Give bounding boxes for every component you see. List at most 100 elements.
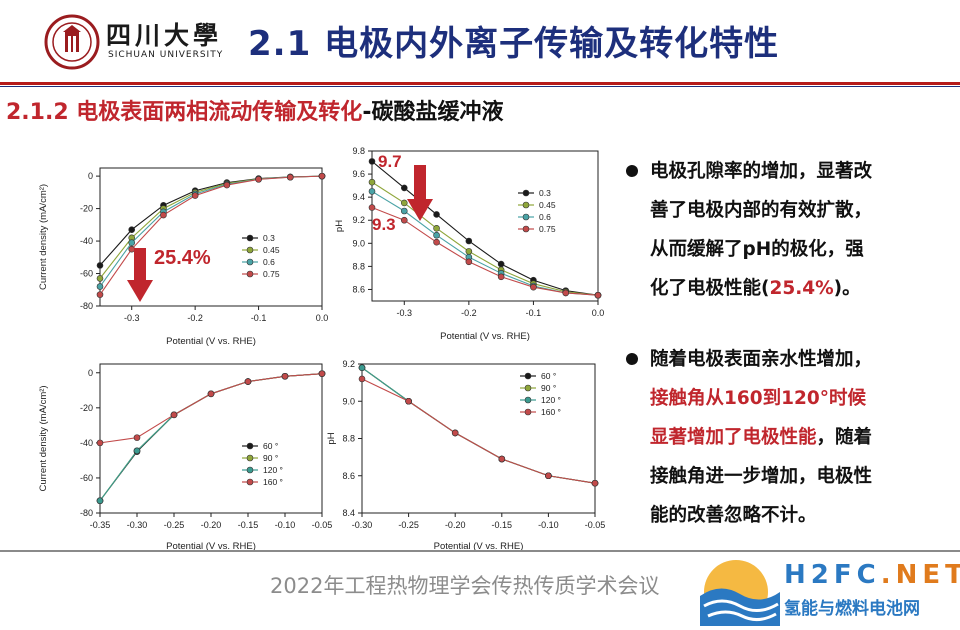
university-name-en: SICHUAN UNIVERSITY [108, 50, 224, 60]
data-point [591, 479, 599, 487]
legend-label: 60 ° [541, 371, 556, 381]
y-tick-label: -20 [80, 403, 93, 413]
legend-marker [522, 201, 530, 209]
arrow-head [407, 199, 433, 221]
data-point [96, 262, 104, 269]
bullet-hydrophilicity: 随着电极表面亲水性增加， 接触角从160到120°时候 显著增加了电极性能，随着… [626, 340, 926, 535]
x-axis-label: Potential (V vs. RHE) [166, 336, 256, 347]
data-point [358, 364, 366, 372]
data-point [530, 283, 537, 291]
data-point [400, 184, 408, 192]
data-point [96, 283, 104, 290]
data-point [405, 397, 412, 405]
data-point [318, 172, 326, 180]
data-point [191, 192, 199, 199]
chart-ph-porosity: -0.3 -0.2 -0.1 0.0 9.8 9.6 9.4 9.2 9.0 8.8 8.6 Pote… [334, 146, 604, 342]
data-point [96, 439, 104, 447]
series-line [371, 207, 599, 296]
series-line [371, 160, 599, 296]
legend-label: 60 ° [263, 441, 278, 451]
bullet-line: 显著增加了电极性能，随着 [650, 418, 926, 457]
bullet-line: 从而缓解了pH的极化，强 [650, 239, 864, 260]
legend-label: 0.3 [263, 233, 275, 243]
improvement-annotation: 25.4% [154, 247, 211, 269]
university-seal-icon [44, 14, 100, 70]
legend-marker [524, 372, 532, 380]
data-point [96, 275, 104, 282]
x-tick-label: -0.1 [526, 308, 542, 318]
chart-ph-contact-angle: -0.30 -0.25 -0.20 -0.15 -0.10 -0.05 9.2 9.0 8.8 8… [326, 359, 605, 552]
data-point [497, 273, 505, 281]
y-tick-label: -20 [80, 204, 93, 214]
data-point [433, 211, 440, 218]
x-tick-label: -0.25 [164, 520, 185, 530]
legend-marker [522, 189, 530, 197]
x-tick-label: -0.15 [238, 520, 259, 530]
data-point [368, 204, 376, 211]
x-tick-label: -0.10 [275, 520, 296, 530]
university-logo: 四川大學 SICHUAN UNIVERSITY [44, 14, 224, 70]
x-tick-label: -0.35 [90, 520, 111, 530]
x-tick-label: -0.1 [251, 313, 267, 323]
red-down-arrow-icon [407, 165, 433, 221]
legend-marker [246, 442, 254, 450]
data-point [170, 411, 178, 419]
highlight-text: 显著增加了电极性能 [650, 427, 817, 448]
series-line [361, 378, 596, 484]
y-tick-label: -40 [80, 438, 93, 448]
conference-name: 2022年工程热物理学会传热传质学术会议 [270, 574, 660, 598]
y-axis-label: pH [326, 432, 337, 444]
legend-marker [522, 213, 530, 221]
data-point [562, 289, 570, 297]
footer-divider [0, 550, 960, 552]
legend-label: 0.6 [539, 212, 551, 222]
data-point [465, 258, 473, 266]
y-tick-label: 9.0 [352, 238, 365, 248]
legend-label: 0.6 [263, 257, 275, 267]
y-tick-label: 0 [88, 171, 93, 181]
section-subtitle: 2.1.2 电极表面两相流动传输及转化-碳酸盐缓冲液 [6, 94, 503, 126]
data-point [498, 455, 506, 463]
data-point [465, 237, 473, 245]
x-tick-label: -0.2 [187, 313, 203, 323]
legend-label: 160 ° [263, 477, 283, 487]
legend-label: 120 ° [263, 465, 283, 475]
header-divider-thin [0, 86, 960, 87]
y-tick-label: 8.4 [342, 508, 355, 518]
series-line [361, 367, 596, 484]
data-point [160, 211, 167, 219]
y-tick-label: 9.2 [352, 215, 365, 225]
data-point [433, 231, 440, 239]
data-point [465, 248, 473, 255]
plot-frame [371, 150, 599, 302]
brand-title: H2FC.NET [784, 560, 960, 590]
legend-marker [246, 246, 254, 254]
legend-marker [524, 396, 532, 404]
y-tick-label: -60 [80, 269, 93, 279]
y-tick-label: 9.0 [342, 396, 355, 406]
bullet-line: 能的改善忽略不计。 [650, 505, 817, 526]
data-point [400, 216, 408, 224]
x-tick-label: -0.3 [397, 308, 413, 318]
series-line [99, 373, 323, 444]
x-axis-label: Potential (V vs. RHE) [434, 541, 524, 552]
y-axis-label: Current density (mA/cm²) [38, 184, 49, 290]
x-tick-label: -0.05 [312, 520, 332, 530]
brand-net: .NET [880, 560, 960, 590]
bullet-dot-icon [626, 353, 638, 365]
y-tick-label: -60 [80, 473, 93, 483]
y-tick-label: -40 [80, 236, 93, 246]
legend-marker [246, 478, 254, 486]
data-point [433, 225, 440, 232]
x-tick-label: -0.20 [445, 520, 466, 530]
bullet-line: 善了电极内部的有效扩散， [650, 200, 873, 221]
findings-panel: 电极孔隙率的增加，显著改 善了电极内部的有效扩散， 从而缓解了pH的极化，强 化… [626, 152, 926, 535]
arrow-shaft [134, 248, 146, 280]
legend-label: 90 ° [263, 453, 278, 463]
data-point [281, 372, 289, 380]
data-point [400, 199, 408, 207]
y-tick-label: 9.4 [352, 192, 365, 202]
chart-current-density-contact-angle: -0.35 -0.30 -0.25 -0.20 -0.15 -0.10 -0.05 0 -20 -… [38, 363, 332, 552]
data-point [451, 429, 459, 437]
legend-label: 90 ° [541, 383, 556, 393]
